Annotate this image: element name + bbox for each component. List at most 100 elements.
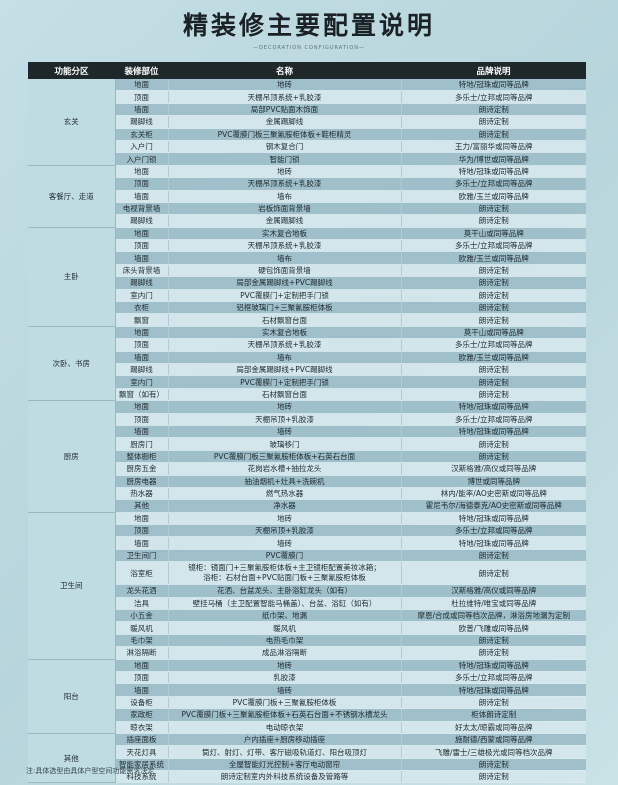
table-row: 飘窗（如有） 石材飘窗台面 朗诗定制 — [28, 388, 586, 402]
brand-cell: 朗诗定制 — [400, 696, 586, 710]
item-name-cell: 墙布 — [167, 251, 401, 265]
table-row: 顶面 天棚吊顶系统+乳胶漆 多乐士/立邦或同等品牌 — [28, 239, 586, 253]
part-cell: 玄关柜 — [114, 128, 168, 141]
brand-cell: 朗诗定制 — [400, 770, 586, 784]
part-cell: 淋浴隔断 — [114, 646, 168, 660]
table-row: 墙面 墙布 欧雅/玉兰或同等品牌 — [28, 351, 586, 365]
part-cell: 小五金 — [114, 609, 168, 623]
item-name-cell: 地砖 — [167, 512, 401, 526]
table-row: 顶面 天棚吊顶+乳胶漆 多乐士/立邦或同等品牌 — [28, 413, 586, 426]
part-cell: 暖风机 — [114, 621, 168, 635]
brand-cell: 博世或同等品牌 — [400, 475, 586, 488]
part-cell: 床头背景墙 — [114, 264, 168, 278]
item-name-cell: 金属踢脚线 — [167, 115, 401, 129]
table-row: 主卧 地面 实木复合地板 莫干山或同等品牌 — [28, 227, 586, 327]
part-cell: 浴室柜 — [114, 561, 168, 586]
table-row: 床头背景墙 硬包饰面背景墙 朗诗定制 — [28, 264, 586, 278]
item-name-cell: 天棚吊顶+乳胶漆 — [167, 524, 401, 538]
part-cell: 踢脚线 — [114, 214, 168, 228]
part-cell: 墙面 — [114, 190, 168, 203]
part-cell: 墙面 — [114, 536, 168, 550]
part-cell: 科技系统 — [114, 770, 168, 784]
table-row: 墙面 墙砖 特地/冠珠或同等品牌 — [28, 425, 586, 439]
table-row: 墙面 墙砖 特地/冠珠或同等品牌 — [28, 536, 586, 550]
part-cell: 室内门 — [114, 289, 168, 303]
brand-cell: 朗诗定制 — [400, 388, 586, 402]
part-cell: 晾衣架 — [114, 721, 168, 734]
table-row: 整体橱柜 PVC覆膜门板三聚氰胺柜体板+石英石台面 朗诗定制 — [28, 450, 586, 464]
part-cell: 电视背景墙 — [114, 202, 168, 216]
table-row: 踢脚线 局部金属踢脚线+PVC踢脚线 朗诗定制 — [28, 363, 586, 377]
part-cell: 其他 — [114, 499, 168, 513]
part-cell: 踢脚线 — [114, 115, 168, 129]
item-name-cell: 筒灯、射灯、灯带、客厅磁吸轨道灯、阳台吸顶灯 — [167, 745, 401, 759]
item-name-cell: 玻璃移门 — [167, 437, 401, 451]
item-name-cell: 墙砖 — [167, 425, 401, 439]
item-name-cell: 墙砖 — [167, 683, 401, 697]
item-name-cell: PVC覆膜门+定制把手门锁 — [167, 289, 401, 303]
part-cell: 地面 — [114, 659, 168, 672]
brand-cell: 朗诗定制 — [400, 103, 586, 117]
part-cell: 热水器 — [114, 487, 168, 501]
item-name-cell: 墙布 — [167, 190, 401, 203]
item-name-cell: 抽油烟机+灶具+洗碗机 — [167, 475, 401, 488]
brand-cell: 多乐士/立邦或同等品牌 — [400, 338, 586, 352]
part-cell: 入户门 — [114, 140, 168, 154]
part-cell: 设备柜 — [114, 696, 168, 710]
item-name-cell: PVC覆膜门+定制把手门锁 — [167, 375, 401, 389]
table-row: 飘窗 石材飘窗台面 朗诗定制 — [28, 313, 586, 327]
part-cell: 衣柜 — [114, 301, 168, 315]
part-cell: 室内门 — [114, 375, 168, 389]
part-cell: 洁具 — [114, 597, 168, 611]
brand-cell: 林内/能率/AO史密斯或同等品牌 — [400, 487, 586, 501]
table-row: 浴室柜 镜柜：镜面门+三聚氰胺柜体板+主卫镜柜配置美妆冰箱； 浴柜：石材台面+PV… — [28, 561, 586, 586]
table-row: 阳台 地面 地砖 特地/冠珠或同等品牌 — [28, 659, 586, 734]
brand-cell: 朗诗定制 — [400, 301, 586, 315]
table-row: 厨房电器 抽油烟机+灶具+洗碗机 博世或同等品牌 — [28, 475, 586, 488]
table-row: 客餐厅、走道 地面 地砖 特地/冠珠或同等品牌 — [28, 165, 586, 228]
item-name-cell: PVC覆膜门板三聚氰胺柜体板+鞋柜精灵 — [167, 128, 401, 141]
table-row: 室内门 PVC覆膜门+定制把手门锁 朗诗定制 — [28, 289, 586, 303]
part-cell: 地面 — [114, 227, 168, 241]
brand-cell: 欧雅/玉兰或同等品牌 — [400, 351, 586, 365]
part-cell: 顶面 — [114, 671, 168, 685]
zone-cell: 玄关 — [28, 79, 116, 166]
brand-cell: 摩恩/合成或同等档次品牌，淋浴房地漏为定制 — [400, 609, 586, 623]
item-name-cell: 花岗岩水槽+抽拉龙头 — [167, 462, 401, 476]
table-row: 天花灯具 筒灯、射灯、灯带、客厅磁吸轨道灯、阳台吸顶灯 飞雕/雷士/三雄极光或同等档… — [28, 745, 586, 759]
brand-cell: 特地/冠珠或同等品牌 — [400, 512, 586, 526]
brand-cell: 特地/冠珠或同等品牌 — [400, 425, 586, 439]
item-name-cell: 壁挂马桶（主卫配置智能马桶盖）、台盆、浴缸（如有） — [167, 597, 401, 611]
table-row: 洁具 壁挂马桶（主卫配置智能马桶盖）、台盆、浴缸（如有） 杜拉维特/唯宝或同等品牌 — [28, 597, 586, 611]
brand-cell: 朗诗定制 — [400, 202, 586, 216]
table-row: 小五金 纸巾架、地漏 摩恩/合成或同等档次品牌，淋浴房地漏为定制 — [28, 609, 586, 623]
brand-cell: 杜拉维特/唯宝或同等品牌 — [400, 597, 586, 611]
brand-cell: 霍尼韦尔/海德泰克/AO史密斯或同等品牌 — [400, 499, 586, 513]
table-row: 踢脚线 金属踢脚线 朗诗定制 — [28, 115, 586, 129]
brand-cell: 朗诗定制 — [400, 264, 586, 278]
zone-cell: 厨房 — [28, 400, 116, 513]
table-row: 卫生间 地面 地砖 特地/冠珠或同等品牌 — [28, 512, 586, 660]
brand-cell: 汉斯格雅/高仪或同等品牌 — [400, 462, 586, 476]
brand-cell: 特地/冠珠或同等品牌 — [400, 683, 586, 697]
item-name-cell: 天棚吊顶系统+乳胶漆 — [167, 177, 401, 191]
brand-cell: 朗诗定制 — [400, 437, 586, 451]
brand-cell: 特地/冠珠或同等品牌 — [400, 165, 586, 179]
item-name-cell: 局部金属踢脚线+PVC踢脚线 — [167, 363, 401, 377]
item-name-cell: 花洒、台盆龙头、主卧浴缸龙头（如有） — [167, 584, 401, 598]
table-row: 入户门 钢木复合门 王力/富丽华或同等品牌 — [28, 140, 586, 154]
table-row: 晾衣架 电动晾衣架 好太太/晾霸或同等品牌 — [28, 721, 586, 734]
brand-cell: 好太太/晾霸或同等品牌 — [400, 721, 586, 734]
brand-cell: 飞雕/雷士/三雄极光或同等档次品牌 — [400, 745, 586, 759]
brand-cell: 朗诗定制 — [400, 375, 586, 389]
item-name-cell: 墙布 — [167, 351, 401, 365]
part-cell: 地面 — [114, 400, 168, 414]
table-row: 科技系统 朗诗定制室内外科技系统设备及管路等 朗诗定制 — [28, 770, 586, 784]
brand-cell: 朗诗定制 — [400, 634, 586, 648]
item-name-cell: 局部金属踢脚线+PVC踢脚线 — [167, 276, 401, 290]
part-cell: 地面 — [114, 326, 168, 340]
brand-cell: 柜体朗诗定制 — [400, 708, 586, 722]
brand-cell: 朗诗定制 — [400, 450, 586, 464]
brand-cell: 施耐德/西蒙或同等品牌 — [400, 733, 586, 747]
brand-cell: 朗诗定制 — [400, 276, 586, 290]
